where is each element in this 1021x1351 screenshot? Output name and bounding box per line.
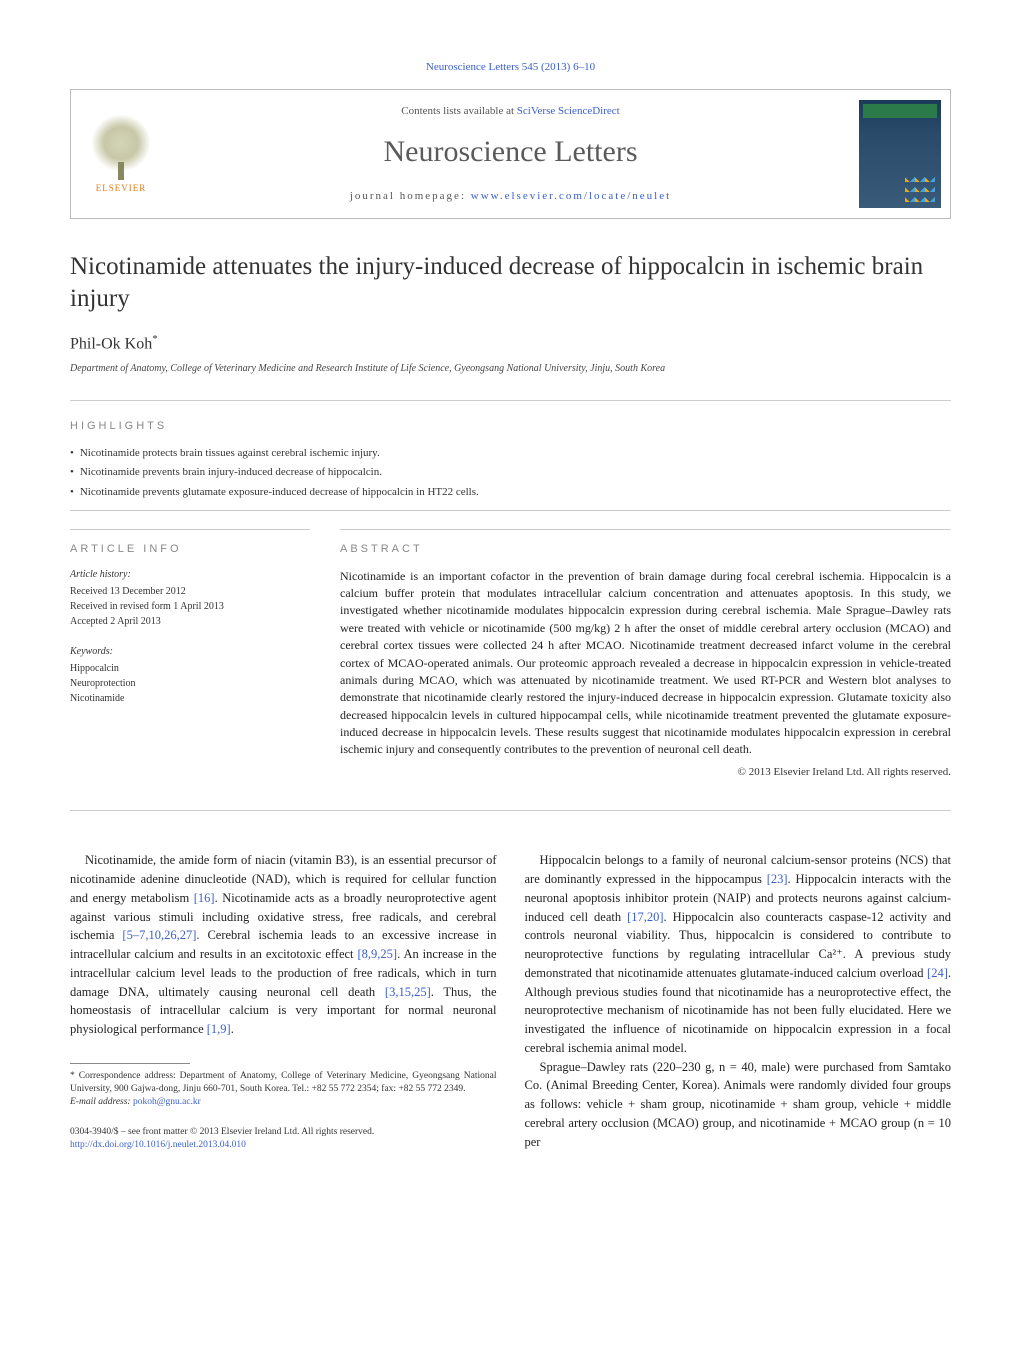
accepted-date: Accepted 2 April 2013 <box>70 614 310 629</box>
issn-line: 0304-3940/$ – see front matter © 2013 El… <box>70 1126 497 1139</box>
article-info-column: ARTICLE INFO Article history: Received 1… <box>70 529 310 780</box>
divider <box>70 810 951 811</box>
elsevier-label: ELSEVIER <box>96 182 147 195</box>
revised-date: Received in revised form 1 April 2013 <box>70 599 310 614</box>
highlights-label: HIGHLIGHTS <box>70 419 951 434</box>
correspondence-footnote: * Correspondence address: Department of … <box>70 1070 497 1097</box>
author-email-link[interactable]: pokoh@gnu.ac.kr <box>133 1097 201 1107</box>
publisher-logo-cell: ELSEVIER <box>71 90 171 218</box>
highlight-item: Nicotinamide prevents glutamate exposure… <box>70 483 951 502</box>
citation-link[interactable]: [24] <box>927 966 948 980</box>
abstract-label: ABSTRACT <box>340 542 951 557</box>
highlights-list: Nicotinamide protects brain tissues agai… <box>70 444 951 502</box>
article-history-block: Article history: Received 13 December 20… <box>70 568 310 629</box>
elsevier-logo[interactable]: ELSEVIER <box>86 114 156 194</box>
citation-link[interactable]: [16] <box>194 891 215 905</box>
footnote-separator <box>70 1063 190 1064</box>
citation-link[interactable]: [23] <box>767 872 788 886</box>
history-label: Article history: <box>70 568 310 582</box>
author-name: Phil-Ok Koh* <box>70 332 951 356</box>
highlight-item: Nicotinamide prevents brain injury-induc… <box>70 463 951 482</box>
body-column-left: Nicotinamide, the amide form of niacin (… <box>70 851 497 1152</box>
doi-link[interactable]: http://dx.doi.org/10.1016/j.neulet.2013.… <box>70 1140 246 1150</box>
citation-line: Neuroscience Letters 545 (2013) 6–10 <box>70 60 951 75</box>
footnote-text: Correspondence address: Department of An… <box>70 1071 497 1094</box>
highlight-text: Nicotinamide prevents brain injury-induc… <box>80 465 382 480</box>
journal-cover-cell <box>850 90 950 218</box>
email-footnote: E-mail address: pokoh@gnu.ac.kr <box>70 1096 497 1109</box>
email-label: E-mail address: <box>70 1097 133 1107</box>
highlight-text: Nicotinamide prevents glutamate exposure… <box>80 485 479 500</box>
journal-cover-thumbnail[interactable] <box>859 100 941 208</box>
divider <box>70 510 951 511</box>
keywords-block: Keywords: Hippocalcin Neuroprotection Ni… <box>70 645 310 706</box>
article-info-label: ARTICLE INFO <box>70 542 310 557</box>
citation-link[interactable]: [3,15,25] <box>385 985 431 999</box>
homepage-prefix: journal homepage: <box>350 190 471 202</box>
author-affiliation: Department of Anatomy, College of Veteri… <box>70 362 951 376</box>
elsevier-tree-icon <box>91 114 151 171</box>
contents-prefix: Contents lists available at <box>401 105 516 117</box>
homepage-line: journal homepage: www.elsevier.com/locat… <box>350 189 671 204</box>
highlight-item: Nicotinamide protects brain tissues agai… <box>70 444 951 463</box>
body-text: . <box>231 1022 234 1036</box>
citation-link[interactable]: [1,9] <box>207 1022 231 1036</box>
body-columns: Nicotinamide, the amide form of niacin (… <box>70 851 951 1152</box>
contents-list-line: Contents lists available at SciVerse Sci… <box>401 104 619 119</box>
author-corr-marker: * <box>152 333 158 345</box>
journal-header-box: ELSEVIER Contents lists available at Sci… <box>70 89 951 219</box>
article-title: Nicotinamide attenuates the injury-induc… <box>70 251 951 314</box>
header-center: Contents lists available at SciVerse Sci… <box>171 90 850 218</box>
highlights-section: HIGHLIGHTS Nicotinamide protects brain t… <box>70 419 951 503</box>
author-text: Phil-Ok Koh <box>70 335 152 352</box>
highlight-text: Nicotinamide protects brain tissues agai… <box>80 446 380 461</box>
body-paragraph: Hippocalcin belongs to a family of neuro… <box>525 851 952 1057</box>
sciencedirect-link[interactable]: SciVerse ScienceDirect <box>517 105 620 117</box>
journal-homepage-link[interactable]: www.elsevier.com/locate/neulet <box>471 190 671 202</box>
citation-link[interactable]: [17,20] <box>627 910 663 924</box>
journal-name: Neuroscience Letters <box>383 131 637 173</box>
info-abstract-row: ARTICLE INFO Article history: Received 1… <box>70 529 951 780</box>
abstract-text: Nicotinamide is an important cofactor in… <box>340 568 951 759</box>
abstract-copyright: © 2013 Elsevier Ireland Ltd. All rights … <box>340 765 951 780</box>
keyword: Neuroprotection <box>70 676 310 691</box>
keywords-label: Keywords: <box>70 645 310 659</box>
body-paragraph: Sprague–Dawley rats (220–230 g, n = 40, … <box>525 1058 952 1152</box>
body-paragraph: Nicotinamide, the amide form of niacin (… <box>70 851 497 1039</box>
abstract-column: ABSTRACT Nicotinamide is an important co… <box>340 529 951 780</box>
keyword: Nicotinamide <box>70 691 310 706</box>
body-text: Sprague–Dawley rats (220–230 g, n = 40, … <box>525 1060 952 1149</box>
citation-link[interactable]: [5–7,10,26,27] <box>122 928 196 942</box>
keyword: Hippocalcin <box>70 661 310 676</box>
body-column-right: Hippocalcin belongs to a family of neuro… <box>525 851 952 1152</box>
footer-meta: 0304-3940/$ – see front matter © 2013 El… <box>70 1126 497 1153</box>
divider <box>70 400 951 401</box>
received-date: Received 13 December 2012 <box>70 584 310 599</box>
citation-link[interactable]: [8,9,25] <box>357 947 397 961</box>
page-container: Neuroscience Letters 545 (2013) 6–10 ELS… <box>0 0 1021 1192</box>
